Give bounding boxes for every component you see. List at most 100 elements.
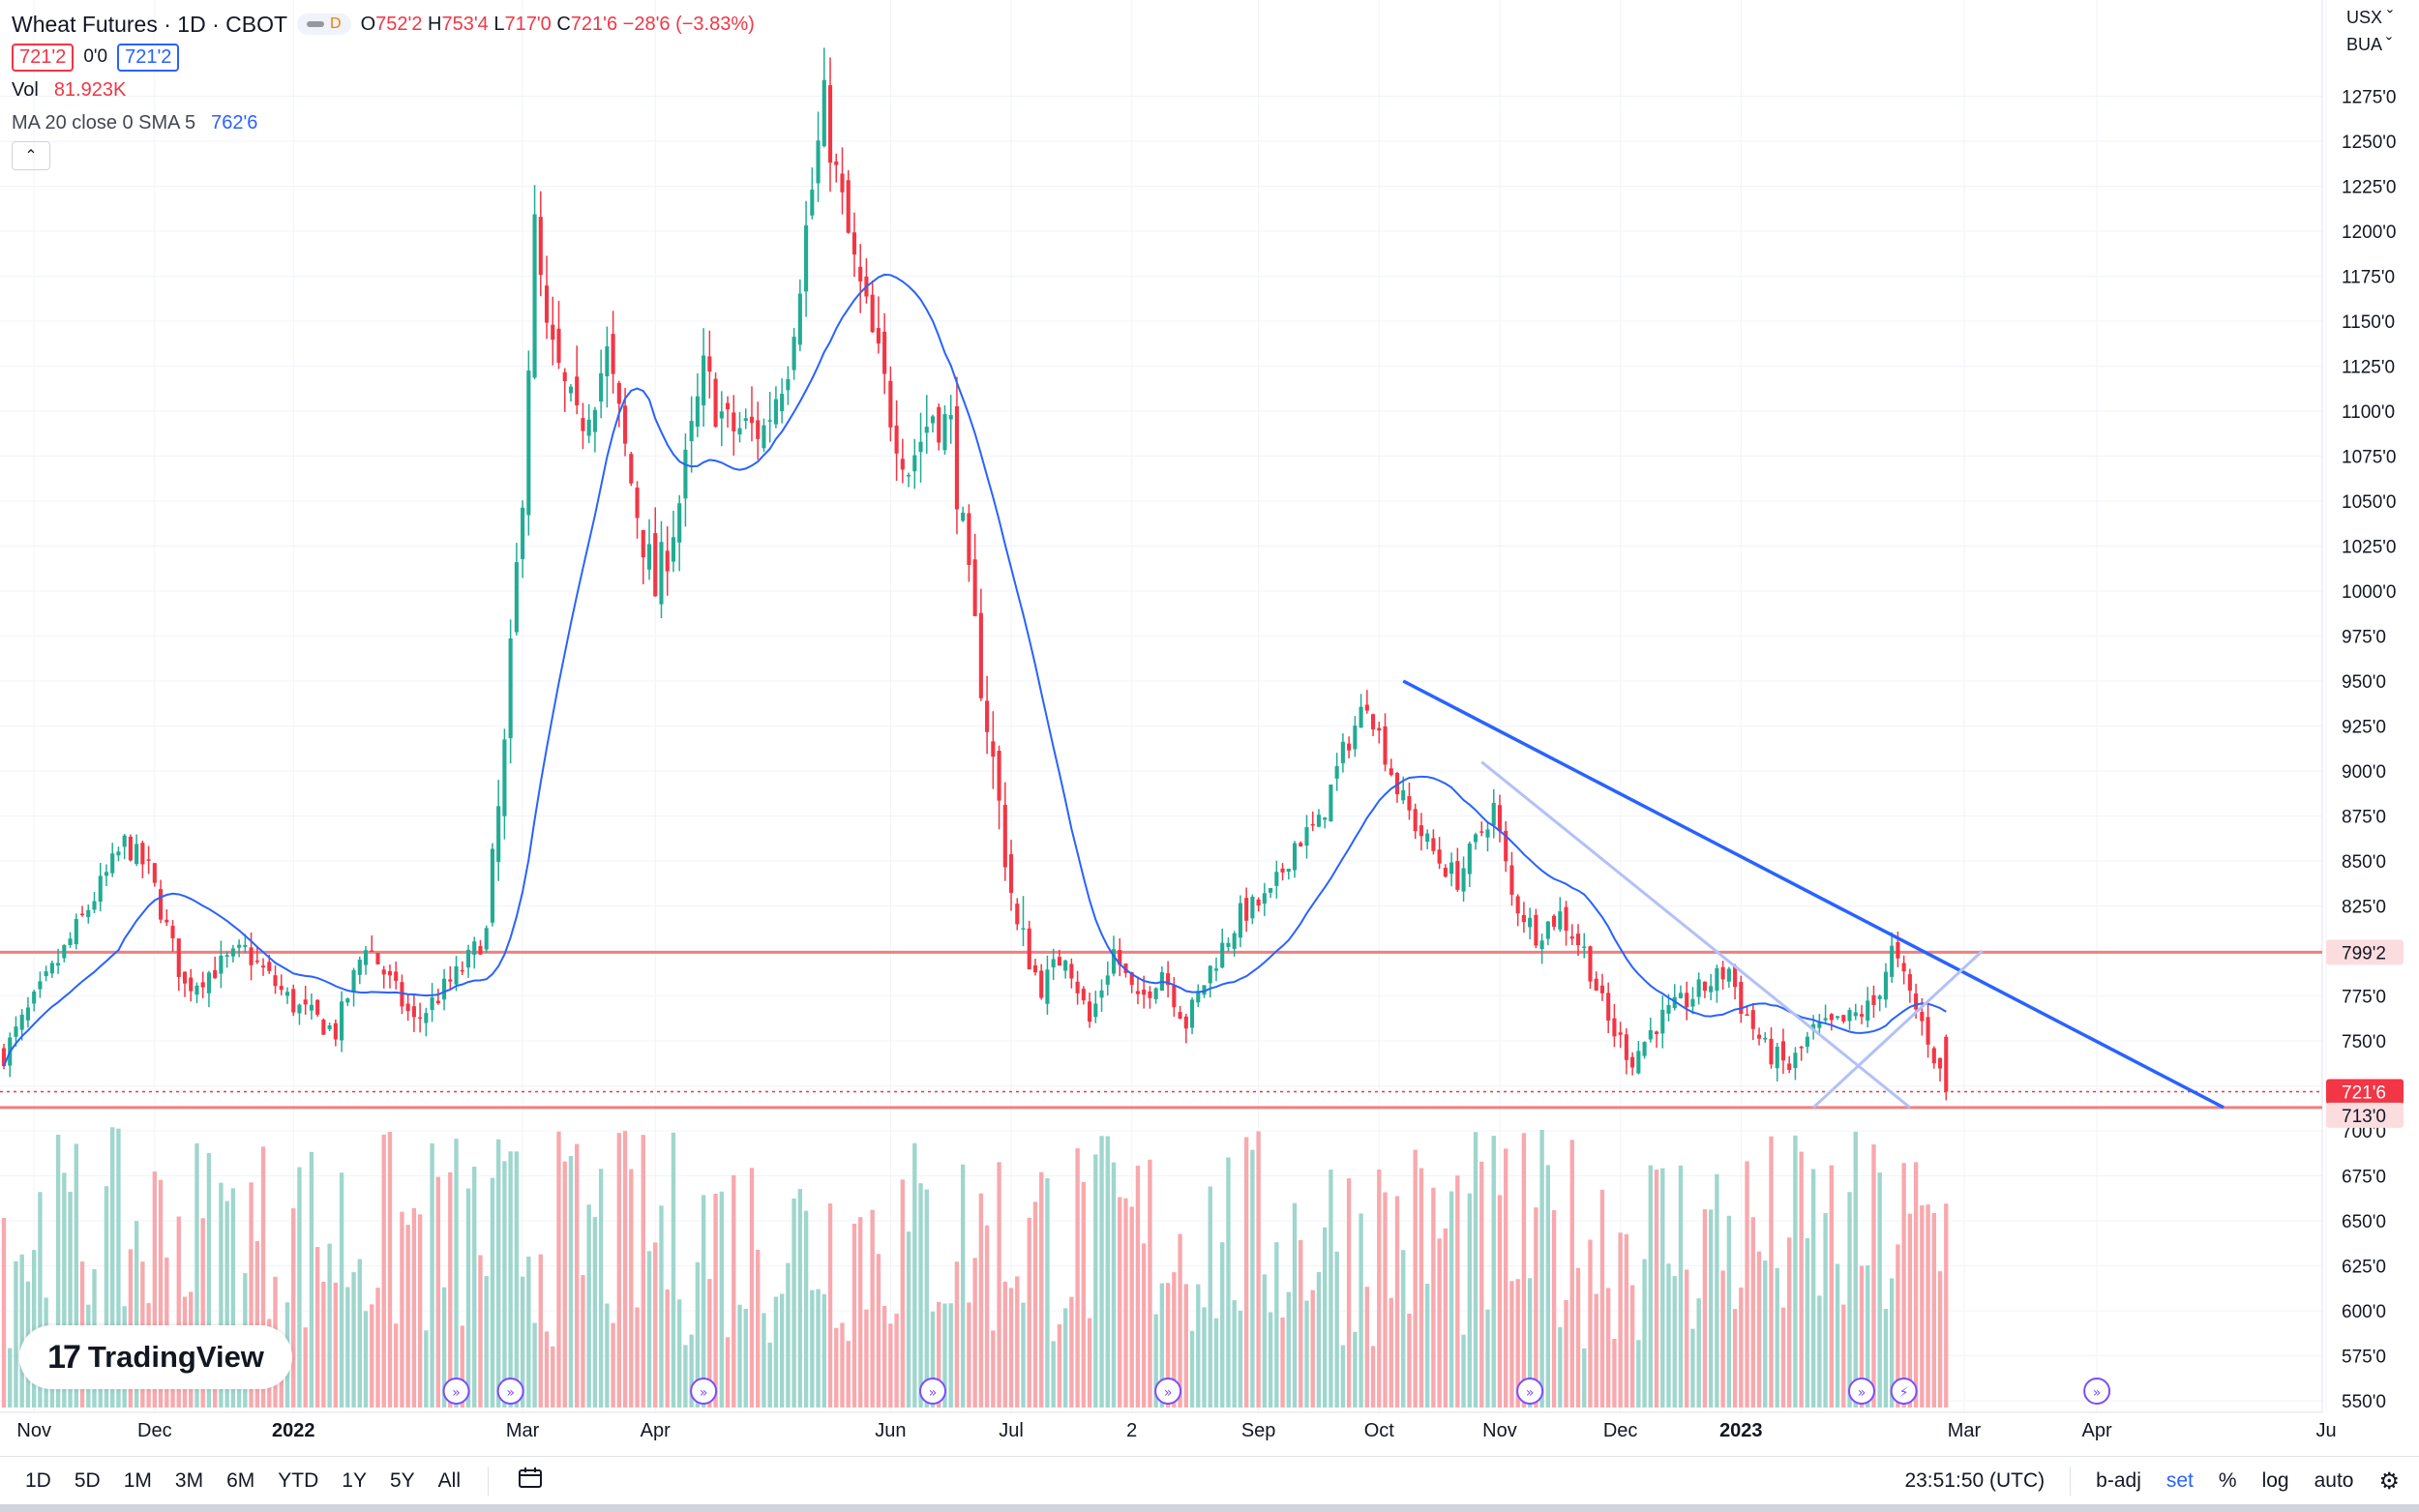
log-toggle[interactable]: log xyxy=(2261,1469,2289,1492)
volume-bar xyxy=(1702,1209,1708,1408)
range-5d[interactable]: 5D xyxy=(74,1469,101,1492)
volume-bar xyxy=(1780,1307,1786,1408)
volume-bar xyxy=(551,1346,555,1408)
candle-body xyxy=(1213,968,1219,971)
price-chart[interactable]: 550'0575'0600'0625'0650'0675'0700'0725'0… xyxy=(0,0,2419,1451)
range-ytd[interactable]: YTD xyxy=(278,1469,319,1492)
range-1m[interactable]: 1M xyxy=(123,1469,152,1492)
volume-bar xyxy=(400,1211,404,1408)
range-all[interactable]: All xyxy=(437,1469,461,1492)
volume-bar xyxy=(68,1191,73,1408)
volume-bar xyxy=(1021,1302,1026,1408)
candle-body xyxy=(435,1000,440,1004)
range-6m[interactable]: 6M xyxy=(226,1469,255,1492)
candle-body xyxy=(1280,868,1285,873)
candle-body xyxy=(1069,964,1074,979)
volume-bar xyxy=(737,1304,742,1408)
candle-body xyxy=(1630,1056,1635,1068)
candle-body xyxy=(732,412,736,431)
candle-body xyxy=(460,969,464,972)
settlement-toggle[interactable]: set xyxy=(2165,1469,2194,1492)
candle-body xyxy=(532,214,537,378)
volume-bar xyxy=(345,1287,350,1408)
symbol-title[interactable]: Wheat Futures · 1D · CBOT xyxy=(12,11,288,37)
candle-body xyxy=(237,944,242,948)
candle-body xyxy=(1,1048,7,1067)
volume-bar xyxy=(363,1311,369,1408)
volume-bar xyxy=(876,1254,881,1408)
candle-body xyxy=(1232,933,1237,949)
volume-bar xyxy=(984,1225,990,1408)
volume-bar xyxy=(526,1256,531,1408)
candle-body xyxy=(1479,831,1484,833)
candle-body xyxy=(1437,849,1442,864)
range-1y[interactable]: 1Y xyxy=(342,1469,367,1492)
volume-bar xyxy=(532,1322,537,1408)
candle-body xyxy=(1642,1042,1647,1056)
volume-bar xyxy=(713,1193,718,1408)
candle-body xyxy=(1323,817,1328,820)
volume-bar xyxy=(1720,1270,1725,1408)
candle-body xyxy=(858,266,863,282)
candle-body xyxy=(1937,1057,1943,1069)
collapse-legend-button[interactable]: ⌃ xyxy=(12,141,50,170)
candle-body xyxy=(1172,985,1177,1008)
currency-selector[interactable]: USX ˇ xyxy=(2346,8,2394,27)
volume-bar xyxy=(1515,1279,1520,1408)
candle-body xyxy=(894,425,899,454)
volume-bar xyxy=(1280,1317,1285,1408)
volume-bar xyxy=(605,1303,610,1408)
candle-body xyxy=(521,507,525,559)
calendar-icon[interactable] xyxy=(518,1467,543,1497)
volume-bar xyxy=(1612,1339,1617,1408)
candle-body xyxy=(62,945,67,959)
divider xyxy=(488,1467,489,1496)
range-1d[interactable]: 1D xyxy=(25,1469,51,1492)
candle-body xyxy=(424,1013,429,1023)
back-adjust-toggle[interactable]: b-adj xyxy=(2096,1469,2141,1492)
candle-body xyxy=(1371,714,1376,729)
volume-bar xyxy=(689,1334,694,1408)
unit-selector[interactable]: BUA ˇ xyxy=(2346,35,2393,54)
candle-body xyxy=(1189,999,1195,1028)
volume-bar xyxy=(1810,1169,1816,1408)
candle-body xyxy=(1256,899,1261,906)
bid-box[interactable]: 721'2 xyxy=(12,43,75,72)
tradingview-logo[interactable]: 17 TradingView xyxy=(19,1325,292,1389)
volume-bar xyxy=(1431,1187,1436,1408)
candle-body xyxy=(1702,981,1707,992)
volume-bar xyxy=(1183,1284,1188,1408)
volume-bar xyxy=(152,1171,158,1408)
gear-icon[interactable]: ⚙ xyxy=(2378,1468,2400,1495)
auto-toggle[interactable]: auto xyxy=(2314,1469,2354,1492)
candle-body xyxy=(967,513,971,566)
candle-body xyxy=(1866,1000,1870,1021)
volume-bar xyxy=(695,1261,701,1408)
candle-body xyxy=(1304,827,1309,846)
range-3m[interactable]: 3M xyxy=(174,1469,204,1492)
time-tick-label: 2022 xyxy=(272,1420,315,1441)
price-axis-label-bg xyxy=(2326,939,2404,965)
timeframe-pill[interactable]: D xyxy=(297,14,351,35)
volume-bar xyxy=(840,1322,845,1408)
time-tick-label: Sep xyxy=(1241,1420,1276,1441)
candle-body xyxy=(1359,706,1363,728)
candle-body xyxy=(146,859,151,861)
candle-body xyxy=(1745,1014,1749,1017)
volume-bar xyxy=(1504,1148,1508,1408)
volume-bar xyxy=(1534,1207,1538,1408)
candle-body xyxy=(1890,945,1895,977)
percent-toggle[interactable]: % xyxy=(2218,1469,2237,1492)
volume-bar xyxy=(821,1293,826,1408)
ma-label[interactable]: MA 20 close 0 SMA 5 xyxy=(12,111,196,133)
volume-bar xyxy=(942,1303,947,1408)
volume-bar xyxy=(1708,1209,1714,1408)
candle-body xyxy=(1901,963,1906,972)
volume-bar xyxy=(732,1174,736,1408)
candle-body xyxy=(689,421,694,442)
range-5y[interactable]: 5Y xyxy=(389,1469,415,1492)
volume-bar xyxy=(1220,1242,1225,1408)
ask-box[interactable]: 721'2 xyxy=(117,43,180,72)
volume-bar xyxy=(1491,1136,1496,1408)
clock-time[interactable]: 23:51:50 (UTC) xyxy=(1904,1469,2046,1492)
